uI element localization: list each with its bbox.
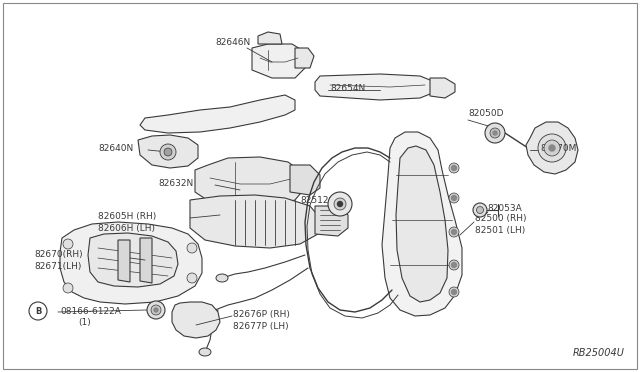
Circle shape — [477, 206, 483, 214]
Circle shape — [451, 289, 456, 295]
Text: 82640N: 82640N — [98, 144, 133, 153]
Ellipse shape — [216, 274, 228, 282]
Polygon shape — [172, 302, 220, 338]
Text: (1): (1) — [78, 318, 91, 327]
Polygon shape — [315, 206, 348, 236]
Circle shape — [187, 243, 197, 253]
Circle shape — [328, 192, 352, 216]
Circle shape — [493, 131, 497, 135]
Circle shape — [63, 283, 73, 293]
Polygon shape — [252, 44, 305, 78]
Text: 82632N: 82632N — [158, 179, 193, 187]
Circle shape — [449, 287, 459, 297]
Text: 08166-6122A: 08166-6122A — [60, 307, 121, 315]
Polygon shape — [315, 74, 435, 100]
Polygon shape — [396, 146, 448, 302]
Circle shape — [147, 301, 165, 319]
Polygon shape — [258, 32, 282, 44]
Polygon shape — [290, 165, 320, 195]
Polygon shape — [140, 95, 295, 133]
Circle shape — [538, 134, 566, 162]
Text: 82512G: 82512G — [300, 196, 335, 205]
Text: 82606H (LH): 82606H (LH) — [98, 224, 155, 232]
Circle shape — [160, 144, 176, 160]
Circle shape — [449, 163, 459, 173]
Text: 82654N: 82654N — [330, 83, 365, 93]
Polygon shape — [195, 157, 305, 208]
Text: 82501 (LH): 82501 (LH) — [475, 225, 525, 234]
Polygon shape — [430, 78, 455, 98]
Polygon shape — [138, 135, 198, 168]
Circle shape — [337, 202, 342, 206]
Circle shape — [334, 198, 346, 210]
Polygon shape — [190, 195, 320, 248]
Circle shape — [164, 148, 172, 156]
Circle shape — [544, 140, 560, 156]
Polygon shape — [88, 233, 178, 287]
Circle shape — [451, 166, 456, 170]
Circle shape — [449, 193, 459, 203]
Text: B: B — [35, 307, 41, 315]
Text: RB25004U: RB25004U — [573, 348, 625, 358]
Polygon shape — [118, 240, 130, 282]
Text: 82670(RH): 82670(RH) — [34, 250, 83, 260]
Circle shape — [451, 263, 456, 267]
Polygon shape — [60, 222, 202, 304]
Text: 82570M: 82570M — [540, 144, 577, 153]
Circle shape — [490, 128, 500, 138]
Circle shape — [451, 196, 456, 201]
Circle shape — [151, 305, 161, 315]
Polygon shape — [382, 132, 462, 316]
Text: 82050D: 82050D — [468, 109, 504, 118]
Text: 82676P (RH): 82676P (RH) — [233, 311, 290, 320]
Circle shape — [549, 145, 555, 151]
Polygon shape — [295, 48, 314, 68]
Circle shape — [154, 308, 158, 312]
Circle shape — [473, 203, 487, 217]
Circle shape — [451, 230, 456, 234]
Polygon shape — [140, 238, 152, 283]
Text: 82646N: 82646N — [215, 38, 250, 46]
Text: 82053A: 82053A — [487, 203, 522, 212]
Ellipse shape — [199, 348, 211, 356]
Text: 82605H (RH): 82605H (RH) — [98, 212, 156, 221]
Text: 82677P (LH): 82677P (LH) — [233, 323, 289, 331]
Circle shape — [485, 123, 505, 143]
Circle shape — [449, 227, 459, 237]
Circle shape — [449, 260, 459, 270]
Polygon shape — [526, 122, 578, 174]
Text: 82671(LH): 82671(LH) — [34, 263, 81, 272]
Circle shape — [187, 273, 197, 283]
Text: 82500 (RH): 82500 (RH) — [475, 214, 527, 222]
Circle shape — [63, 239, 73, 249]
